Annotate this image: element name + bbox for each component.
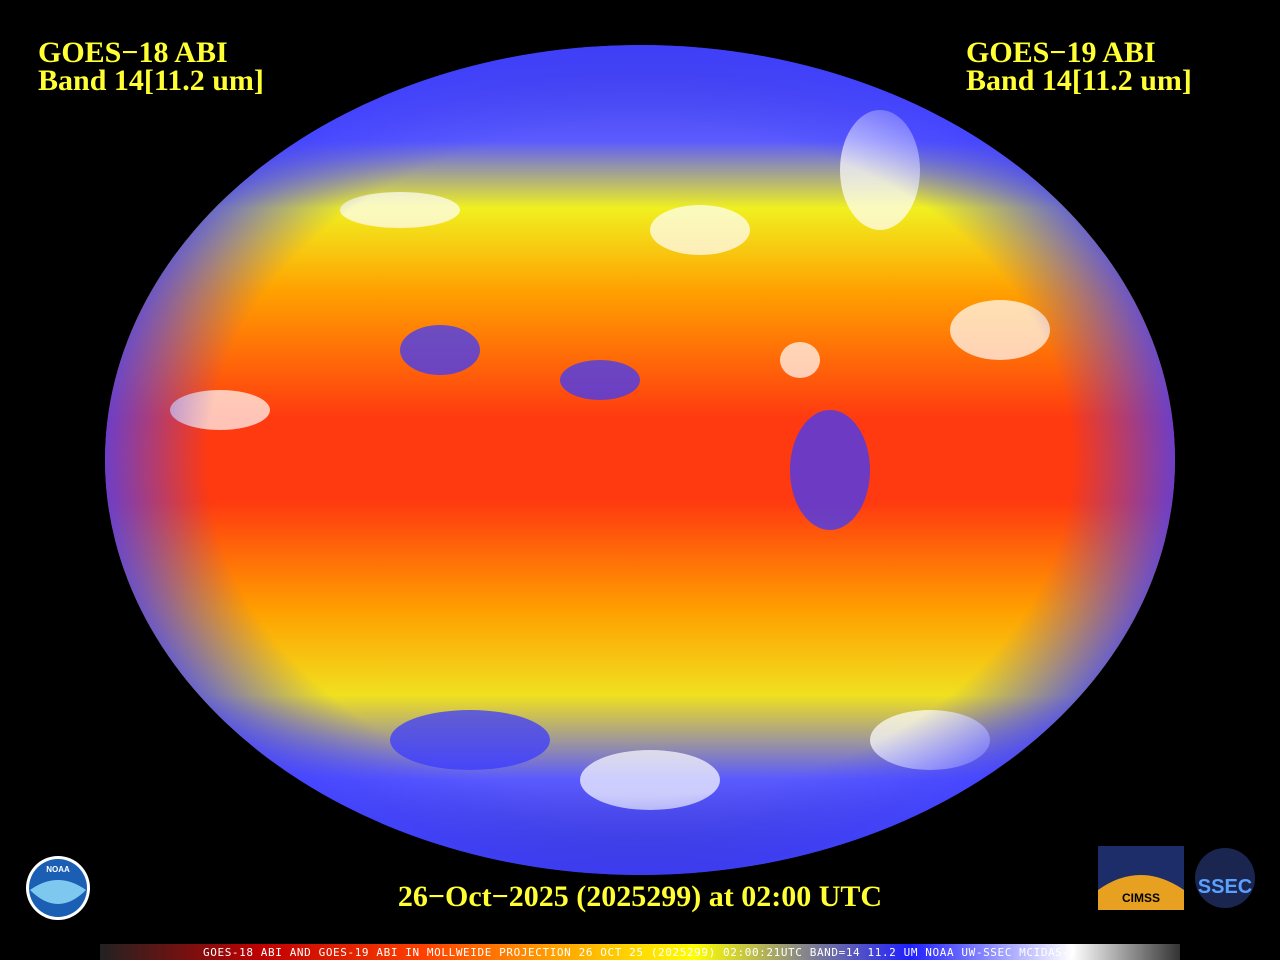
timestamp: 26−Oct−2025 (2025299) at 02:00 UTC xyxy=(398,880,882,913)
globe xyxy=(105,45,1175,875)
left-band: Band 14[11.2 um] xyxy=(38,64,264,97)
noaa-label: NOAA xyxy=(46,865,70,874)
cimss-logo: CIMSS xyxy=(1098,846,1184,910)
noaa-logo: NOAA xyxy=(26,856,90,920)
colorbar xyxy=(100,944,1180,960)
cimss-label: CIMSS xyxy=(1122,891,1160,905)
ssec-logo: SSEC xyxy=(1195,848,1255,908)
colorbar-caption: GOES-18 ABI AND GOES-19 ABI IN MOLLWEIDE… xyxy=(203,946,1077,959)
right-band: Band 14[11.2 um] xyxy=(966,64,1192,97)
ssec-label: SSEC xyxy=(1198,876,1252,898)
right-satellite: GOES−19 ABI xyxy=(966,36,1156,69)
left-satellite: GOES−18 ABI xyxy=(38,36,228,69)
